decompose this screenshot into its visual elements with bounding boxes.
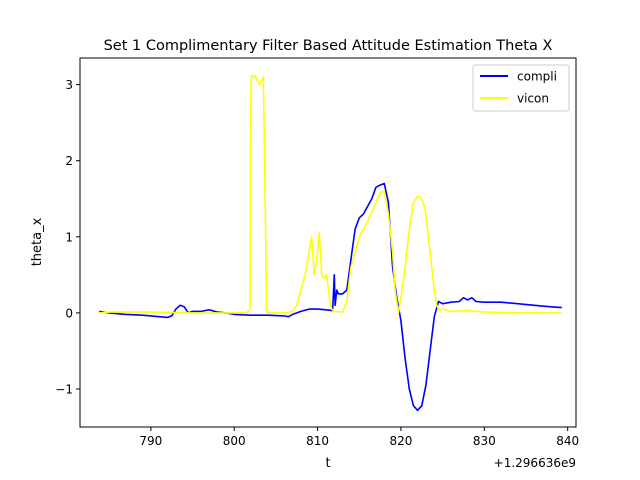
x-tick-label: 820	[389, 434, 412, 448]
y-tick-label: 1	[65, 230, 73, 244]
x-axis-ticks: 790 800 810 820 830 840	[139, 427, 579, 448]
x-tick-label: 840	[556, 434, 579, 448]
x-axis-offset-label: +1.296636e9	[494, 456, 576, 470]
chart-title: Set 1 Complimentary Filter Based Attitud…	[104, 38, 553, 54]
y-tick-label: −1	[55, 382, 73, 396]
x-tick-label: 800	[223, 434, 246, 448]
legend: compli vicon	[472, 64, 570, 112]
y-tick-label: 0	[65, 306, 73, 320]
series-line-vicon	[99, 74, 562, 314]
y-axis-ticks: −1 0 1 2 3	[55, 78, 80, 396]
legend-label-compli: compli	[517, 70, 557, 84]
y-tick-label: 2	[65, 154, 73, 168]
x-tick-label: 830	[473, 434, 496, 448]
x-tick-label: 790	[139, 434, 162, 448]
y-axis-label: theta_x	[30, 217, 45, 266]
axes-frame	[79, 57, 577, 428]
y-tick-label: 3	[65, 78, 73, 92]
x-tick-label: 810	[306, 434, 329, 448]
plot-area	[99, 74, 562, 412]
legend-label-vicon: vicon	[517, 92, 549, 106]
x-axis-label: t	[325, 456, 330, 471]
